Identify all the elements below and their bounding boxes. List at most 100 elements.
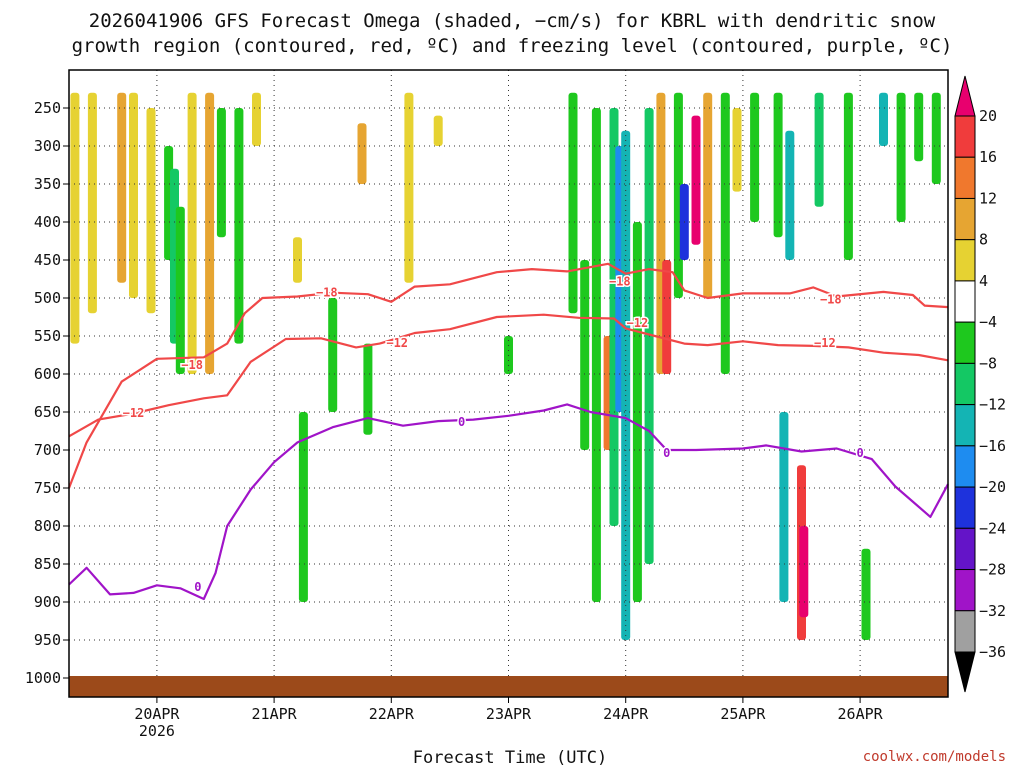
y-tick-label: 850 — [34, 555, 61, 573]
contour-label: −12 — [814, 336, 836, 350]
omega-shade-region — [773, 92, 783, 238]
x-tick-label: 25APR — [720, 705, 766, 723]
colorbar-label: −24 — [979, 519, 1006, 537]
omega-shade-region — [404, 92, 414, 283]
omega-shade-region — [799, 526, 809, 618]
x-tick-label: 24APR — [603, 705, 649, 723]
contour-label: −18 — [820, 293, 842, 307]
omega-shade-region — [720, 92, 730, 375]
y-tick-label: 550 — [34, 327, 61, 345]
colorbar-label: 4 — [979, 272, 988, 290]
contour-label: −18 — [609, 274, 631, 288]
omega-shade-region — [896, 92, 906, 222]
temperature-contours-layer: −18 −18 −18 −18 −12 −12 −12 −12 0 0 0 0 — [67, 262, 949, 601]
colorbar-bin — [954, 156, 976, 199]
omega-shade-region — [703, 92, 713, 298]
contour-label: 0 — [194, 580, 201, 594]
colorbar-label: −36 — [979, 643, 1006, 661]
colorbar-label: −20 — [979, 478, 1006, 496]
omega-shade-region — [175, 206, 185, 374]
colorbar-label: 16 — [979, 148, 997, 166]
colorbar-bin — [954, 115, 976, 158]
omega-shade-region — [216, 108, 226, 238]
colorbar-top-arrow — [954, 75, 976, 117]
y-tick-label: 500 — [34, 289, 61, 307]
omega-shade-region — [87, 92, 97, 314]
omega-shade-region — [814, 92, 824, 207]
contour-label: −18 — [181, 358, 203, 372]
omega-shade-region — [363, 343, 373, 435]
colorbar-bin — [954, 197, 976, 241]
colorbar-bin — [954, 486, 976, 529]
contour-line — [67, 262, 949, 489]
omega-shade-region — [732, 108, 742, 192]
x-axis-label: Forecast Time (UTC) — [413, 748, 607, 768]
omega-shade-region — [357, 123, 367, 184]
y-tick-label: 250 — [34, 99, 61, 117]
colorbar-bin — [954, 404, 976, 447]
y-tick-label: 600 — [34, 365, 61, 383]
omega-shade-region — [117, 92, 127, 283]
contour-label: −12 — [386, 336, 408, 350]
colorbar-bin — [954, 527, 976, 571]
omega-shade-region — [879, 92, 888, 146]
omega-shade-region — [328, 298, 338, 412]
colorbar-bin — [954, 569, 976, 612]
omega-shade-region — [129, 92, 138, 298]
chart-title-line-1: 2026041906 GFS Forecast Omega (shaded, −… — [89, 10, 936, 32]
colorbar-bin — [954, 321, 976, 364]
omega-shade-region — [234, 108, 244, 344]
omega-shade-region — [931, 92, 941, 184]
omega-shade-region — [187, 92, 197, 375]
omega-shade-region — [433, 115, 443, 146]
contour-line — [68, 403, 949, 601]
omega-shade-region — [785, 130, 795, 260]
y-tick-label: 750 — [34, 479, 61, 497]
colorbar-bin — [954, 362, 976, 406]
y-tick-label: 400 — [34, 213, 61, 231]
y-tick-label: 800 — [34, 517, 61, 535]
omega-shade-region — [298, 412, 308, 602]
contour-label: −12 — [123, 406, 145, 420]
y-tick-label: 900 — [34, 593, 61, 611]
y-tick-label: 1000 — [25, 669, 61, 687]
colorbar-bottom-arrow — [954, 651, 976, 693]
omega-shade-region — [632, 222, 642, 602]
contour-label: 0 — [458, 415, 465, 429]
colorbar-label: −4 — [979, 313, 997, 331]
y-tick-label: 700 — [34, 441, 61, 459]
omega-shade-region — [205, 92, 215, 375]
colorbar-bin — [954, 610, 976, 653]
omega-shade-region — [779, 412, 789, 602]
colorbar-label: −16 — [979, 437, 1006, 455]
x-tick-label: 21APR — [252, 705, 298, 723]
ground-layer — [69, 676, 948, 697]
x-tick-label: 22APR — [369, 705, 415, 723]
omega-shade-region — [293, 237, 302, 283]
colorbar-bin — [954, 445, 976, 488]
colorbar-label: −32 — [979, 602, 1006, 620]
contour-label: 0 — [856, 446, 863, 460]
chart-title-line-2: growth region (contoured, red, ºC) and f… — [72, 35, 953, 57]
contour-label: −18 — [316, 286, 338, 300]
contour-label: −12 — [627, 316, 649, 330]
omega-shade-region — [691, 115, 701, 245]
contour-line — [68, 313, 949, 438]
colorbar-label: −28 — [979, 561, 1006, 579]
x-tick-sublabel: 2026 — [139, 722, 175, 740]
omega-shade-region — [568, 92, 578, 314]
contour-label: 0 — [663, 446, 670, 460]
omega-shade-region — [252, 92, 261, 146]
omega-shade-region — [591, 108, 601, 602]
colorbar-bin — [954, 280, 976, 323]
x-tick-label: 20APR — [134, 705, 180, 723]
omega-shade-region — [861, 548, 871, 640]
colorbar-label: −8 — [979, 354, 997, 372]
y-tick-label: 450 — [34, 251, 61, 269]
credit-label: coolwx.com/models — [863, 749, 1006, 765]
colorbar-label: 12 — [979, 189, 997, 207]
omega-shade-region — [843, 92, 853, 260]
omega-shade-region — [662, 260, 672, 374]
